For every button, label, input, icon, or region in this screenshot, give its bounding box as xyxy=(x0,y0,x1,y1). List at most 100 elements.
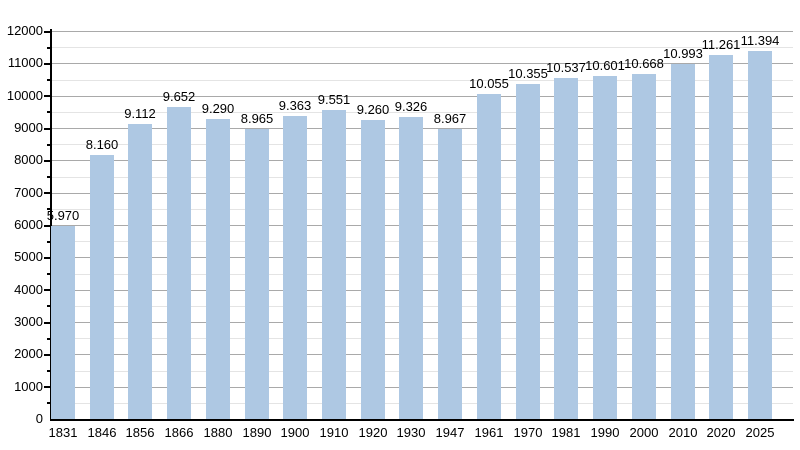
bar-1866 xyxy=(167,106,191,419)
x-tick-label: 1866 xyxy=(164,425,194,440)
y-major-tick xyxy=(44,192,51,195)
bar-value-label: 9.260 xyxy=(356,101,390,117)
x-tick-label: 1856 xyxy=(125,425,155,440)
y-tick-label: 1000 xyxy=(14,378,43,394)
y-major-tick xyxy=(44,256,51,259)
bar-1900 xyxy=(283,116,307,419)
bar-value-label: 9.551 xyxy=(317,92,351,108)
bar-2020 xyxy=(709,54,733,419)
y-major-tick xyxy=(44,321,51,324)
bar-2010 xyxy=(671,63,695,419)
x-tick-label: 2010 xyxy=(668,425,698,440)
bar-value-label: 11.261 xyxy=(701,36,741,52)
x-tick-label: 1961 xyxy=(474,425,504,440)
y-minor-tick xyxy=(47,240,51,243)
y-minor-tick xyxy=(47,273,51,275)
y-tick-label: 5000 xyxy=(14,249,43,265)
y-minor-tick xyxy=(47,79,51,81)
y-tick-label: 2000 xyxy=(14,346,43,362)
y-minor-tick xyxy=(47,46,51,49)
major-gridline xyxy=(51,63,793,65)
bar-1880 xyxy=(206,118,230,419)
bar-1846 xyxy=(90,155,114,419)
bar-1947 xyxy=(438,129,462,419)
y-major-tick xyxy=(44,159,51,162)
y-minor-tick xyxy=(47,176,51,178)
bar-1890 xyxy=(245,129,269,419)
major-gridline xyxy=(51,95,793,97)
y-major-tick xyxy=(44,289,51,292)
bar-1831 xyxy=(51,225,75,419)
bar-1990 xyxy=(593,76,617,419)
bar-value-label: 10.601 xyxy=(585,58,625,74)
x-tick-label: 1970 xyxy=(513,425,543,440)
y-major-tick xyxy=(44,386,51,389)
bar-1856 xyxy=(128,124,152,419)
minor-gridline xyxy=(51,111,793,113)
bar-value-label: 8.160 xyxy=(85,137,119,153)
y-tick-label: 9000 xyxy=(14,120,43,135)
bar-value-label: 8.967 xyxy=(433,111,467,127)
bar-value-label: 5.970 xyxy=(46,207,80,223)
x-tick-label: 2020 xyxy=(706,425,736,440)
x-tick-label: 1947 xyxy=(435,425,465,440)
x-tick-label: 1990 xyxy=(590,425,620,440)
y-major-tick xyxy=(44,30,51,33)
x-tick-label: 1831 xyxy=(48,425,78,440)
y-minor-tick xyxy=(47,111,51,114)
bar-value-label: 9.326 xyxy=(394,99,428,115)
y-tick-label: 4000 xyxy=(14,281,43,297)
x-tick-label: 1910 xyxy=(319,425,349,440)
bar-value-label: 9.112 xyxy=(124,106,156,122)
y-minor-tick xyxy=(47,305,51,308)
y-tick-label: 10000 xyxy=(6,87,43,103)
bar-value-label: 10.668 xyxy=(624,56,664,72)
x-tick-label: 1846 xyxy=(87,425,117,440)
bar-1930 xyxy=(399,117,423,419)
y-major-tick xyxy=(44,127,51,130)
bar-value-label: 10.055 xyxy=(469,75,509,91)
y-major-tick xyxy=(44,224,51,227)
y-tick-label: 0 xyxy=(35,411,43,426)
y-minor-tick xyxy=(47,337,51,340)
minor-gridline xyxy=(51,47,793,49)
y-minor-tick xyxy=(47,143,51,146)
x-tick-label: 1930 xyxy=(396,425,426,440)
bar-1970 xyxy=(516,84,540,419)
bar-value-label: 8.965 xyxy=(240,111,274,127)
bar-2000 xyxy=(632,74,656,419)
y-major-tick xyxy=(44,62,51,65)
minor-gridline xyxy=(51,79,793,81)
y-major-tick xyxy=(44,353,51,356)
y-minor-tick xyxy=(47,402,51,405)
x-tick-label: 1890 xyxy=(242,425,272,440)
y-tick-label: 11000 xyxy=(7,55,43,71)
bar-1910 xyxy=(322,110,346,419)
bar-value-label: 9.652 xyxy=(162,88,196,104)
bar-value-label: 9.363 xyxy=(278,98,312,114)
bar-value-label: 11.394 xyxy=(740,32,780,48)
y-tick-label: 8000 xyxy=(14,152,43,168)
y-axis-line xyxy=(50,29,52,421)
bar-2025 xyxy=(748,50,772,419)
bar-value-label: 10.355 xyxy=(508,66,548,82)
major-gridline xyxy=(51,31,793,32)
x-tick-label: 1920 xyxy=(358,425,388,440)
x-tick-label: 1880 xyxy=(203,425,233,440)
bar-1981 xyxy=(554,78,578,419)
x-tick-label: 1900 xyxy=(280,425,310,440)
y-minor-tick xyxy=(47,208,51,211)
x-tick-label: 2025 xyxy=(745,425,775,440)
bar-1961 xyxy=(477,93,501,419)
bar-value-label: 9.290 xyxy=(201,100,235,116)
bar-value-label: 10.537 xyxy=(546,60,586,76)
x-tick-label: 1981 xyxy=(551,425,581,440)
x-tick-label: 2000 xyxy=(629,425,659,440)
y-tick-label: 6000 xyxy=(14,217,43,232)
y-tick-label: 3000 xyxy=(14,314,43,329)
y-major-tick xyxy=(44,95,51,98)
bar-value-label: 10.993 xyxy=(663,45,703,61)
bar-1920 xyxy=(361,119,385,419)
y-tick-label: 7000 xyxy=(14,184,43,200)
